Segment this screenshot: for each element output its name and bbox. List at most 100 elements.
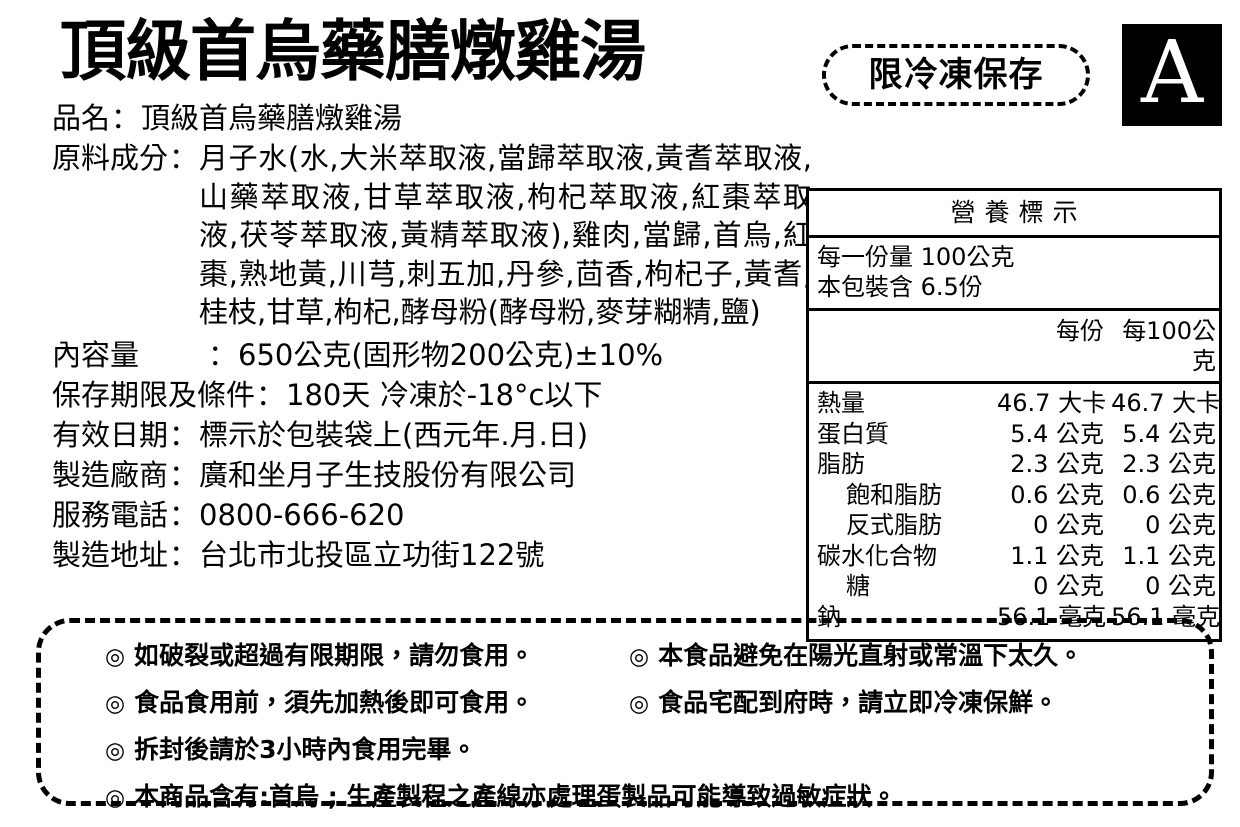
info-value-address: 台北市北投區立功街122號 <box>199 537 545 572</box>
info-colon: ： <box>169 141 199 175</box>
info-colon: ： <box>169 497 199 532</box>
servings-per-pack-line: 本包裝含 6.5份 <box>817 272 1219 302</box>
notice-text: 食品宅配到府時，請立即冷凍保鮮。 <box>658 688 1059 717</box>
nutrition-value-per-100g: 0 公克 <box>1145 511 1216 539</box>
nutrition-title: 營養標示 <box>950 198 1087 227</box>
notice-text: 食品食用前，須先加熱後即可食用。 <box>134 688 535 717</box>
frozen-storage-badge: 限冷凍保存 <box>822 44 1090 106</box>
notice-bullet-icon: ◎ <box>105 691 126 717</box>
nutrition-value-per-serving: 46.7 大卡 <box>997 389 1107 417</box>
nutrition-row: 糖 0 公克 0 公克 <box>809 571 1219 602</box>
info-label-ingredients: 原料成分 <box>52 141 169 175</box>
notice-text: 拆封後請於3小時內食用完畢。 <box>134 735 477 764</box>
nutrition-title-cell: 營養標示 <box>809 191 1219 238</box>
info-value-ingredients: 月子水(水,大米萃取液,當歸萃取液,黃耆萃取液,山藥萃取液,甘草萃取液,枸杞萃取… <box>199 141 812 329</box>
nutrition-serving-cell: 每一份量 100公克 本包裝含 6.5份 <box>809 238 1219 311</box>
notice-item: ◎ 食品宅配到府時，請立即冷凍保鮮。 <box>629 687 1058 720</box>
notice-bullet-icon: ◎ <box>105 644 126 670</box>
info-value-product-name: 頂級首烏藥膳燉雞湯 <box>141 101 403 135</box>
notice-item-allergen: ◎ 本商品含有:首烏 ; 生產製程之產線亦處理蛋製品可能導致過敏症狀。 <box>105 781 896 814</box>
notice-item: ◎ 食品食用前，須先加熱後即可食用。 <box>105 687 534 720</box>
nutrition-row-name: 糖 <box>846 572 870 600</box>
nutrition-row-name: 碳水化合物 <box>817 541 937 570</box>
nutrition-value-per-serving: 0 公克 <box>1033 572 1104 600</box>
nutrition-row-name: 反式脂肪 <box>846 511 942 539</box>
info-label-product-name: 品名 <box>52 101 111 135</box>
notice-bullet-icon: ◎ <box>629 691 650 717</box>
nutrition-value-per-serving: 1.1 公克 <box>1010 541 1104 570</box>
info-colon: ： <box>169 537 199 572</box>
info-label-shelf-life: 保存期限及條件 <box>52 377 256 412</box>
info-value-expiry: 標示於包裝袋上(西元年.月.日) <box>199 417 589 452</box>
notice-item: ◎ 如破裂或超過有限期限，請勿食用。 <box>105 640 534 673</box>
nutrition-value-per-serving: 0 公克 <box>1033 511 1104 539</box>
info-value-manufacturer: 廣和坐月子生技股份有限公司 <box>199 457 577 492</box>
servings-per-pack-value: 6.5份 <box>920 273 983 301</box>
label-header: 頂級首烏藥膳燉雞湯 限冷凍保存 A <box>0 0 1240 136</box>
servings-per-pack-label: 本包裝含 <box>817 273 913 301</box>
grade-letter-a: A <box>1140 23 1204 123</box>
nutrition-value-per-100g: 1.1 公克 <box>1122 541 1216 570</box>
info-label-phone: 服務電話 <box>52 497 169 532</box>
nutrition-facts-table: 營養標示 每一份量 100公克 本包裝含 6.5份 每份 每100公克 熱量 46… <box>806 188 1222 642</box>
info-label-address: 製造地址 <box>52 537 169 572</box>
nutrition-row: 熱量 46.7 大卡 46.7 大卡 <box>809 388 1220 419</box>
nutrition-row-name: 飽和脂肪 <box>846 480 942 509</box>
nutrition-value-per-100g: 5.4 公克 <box>1122 419 1216 448</box>
nutrition-value-per-100g: 0.6 公克 <box>1122 480 1216 509</box>
info-value-shelf-life: 180天 冷凍於-18°c以下 <box>286 377 603 412</box>
notice-item: ◎ 拆封後請於3小時內食用完畢。 <box>105 734 476 767</box>
nutrition-value-per-serving: 0.6 公克 <box>1010 480 1104 509</box>
frozen-storage-badge-label: 限冷凍保存 <box>868 55 1044 95</box>
notice-text: 本商品含有:首烏 ; 生產製程之產線亦處理蛋製品可能導致過敏症狀。 <box>134 782 897 811</box>
info-colon: ： <box>169 457 199 492</box>
info-colon: ： <box>256 377 286 412</box>
nutrition-value-per-100g: 2.3 公克 <box>1122 450 1216 478</box>
info-row-ingredients: 原料成分 ： 月子水(水,大米萃取液,當歸萃取液,黃耆萃取液,山藥萃取液,甘草萃… <box>52 139 812 332</box>
info-row-product-name: 品名 ： 頂級首烏藥膳燉雞湯 <box>52 100 812 137</box>
nutrition-row: 碳水化合物 1.1 公克 1.1 公克 <box>809 541 1219 572</box>
serving-size-value: 100公克 <box>920 243 1015 271</box>
info-label-expiry: 有效日期 <box>52 417 169 452</box>
nutrition-row-name: 蛋白質 <box>817 419 889 448</box>
nutrition-row: 脂肪 2.3 公克 2.3 公克 <box>809 449 1219 480</box>
serving-size-line: 每一份量 100公克 <box>817 242 1219 272</box>
nutrition-value-per-serving: 56.1 毫克 <box>997 602 1107 631</box>
nutrition-row: 鈉 56.1 毫克 56.1 毫克 <box>809 602 1220 633</box>
nutrition-row-name: 脂肪 <box>817 450 865 478</box>
nutrition-value-per-serving: 5.4 公克 <box>1010 419 1104 448</box>
info-row-shelf-life: 保存期限及條件 ： 180天 冷凍於-18°c以下 <box>52 376 812 414</box>
nutrition-column-header-per-serving: 每份 <box>1056 317 1104 345</box>
info-row-address: 製造地址 ： 台北市北投區立功街122號 <box>52 536 812 574</box>
product-info-list: 品名 ： 頂級首烏藥膳燉雞湯 原料成分 ： 月子水(水,大米萃取液,當歸萃取液,… <box>52 100 812 576</box>
info-colon: ： <box>111 101 141 135</box>
serving-size-label: 每一份量 <box>817 243 913 271</box>
notice-bullet-icon: ◎ <box>105 785 126 811</box>
info-colon: ： <box>169 417 199 452</box>
notice-item: ◎ 本食品避免在陽光直射或常溫下太久。 <box>629 640 1083 673</box>
info-value-phone: 0800-666-620 <box>199 497 405 532</box>
usage-notices-box: ◎ 如破裂或超過有限期限，請勿食用。 ◎ 食品食用前，須先加熱後即可食用。 ◎ … <box>36 618 1214 811</box>
notice-bullet-icon: ◎ <box>629 644 650 670</box>
info-label-net-weight: 內容量 <box>52 337 140 372</box>
nutrition-row-name: 鈉 <box>817 602 841 631</box>
nutrition-value-per-100g: 0 公克 <box>1145 572 1216 600</box>
info-row-net-weight: 內容量 ： 650公克(固形物200公克)±10% <box>52 336 812 374</box>
notice-text: 本食品避免在陽光直射或常溫下太久。 <box>658 641 1084 670</box>
notice-text: 如破裂或超過有限期限，請勿食用。 <box>134 641 535 670</box>
nutrition-value-per-serving: 2.3 公克 <box>1010 450 1104 478</box>
info-row-expiry: 有效日期 ： 標示於包裝袋上(西元年.月.日) <box>52 416 812 454</box>
nutrition-column-header-per-100g: 每100公克 <box>1122 317 1216 375</box>
info-row-manufacturer: 製造廠商 ： 廣和坐月子生技股份有限公司 <box>52 456 812 494</box>
nutrition-row: 蛋白質 5.4 公克 5.4 公克 <box>809 419 1219 450</box>
nutrition-row: 飽和脂肪 0.6 公克 0.6 公克 <box>809 480 1219 511</box>
nutrition-column-header-row: 每份 每100公克 <box>809 311 1219 384</box>
info-row-phone: 服務電話 ： 0800-666-620 <box>52 496 812 534</box>
info-label-manufacturer: 製造廠商 <box>52 457 169 492</box>
info-colon: ： <box>208 337 238 372</box>
page-title: 頂級首烏藥膳燉雞湯 <box>60 13 646 90</box>
nutrition-row-name: 熱量 <box>817 389 865 417</box>
notice-bullet-icon: ◎ <box>105 738 126 764</box>
info-value-net-weight: 650公克(固形物200公克)±10% <box>238 337 664 372</box>
grade-mark-box: A <box>1122 24 1222 126</box>
